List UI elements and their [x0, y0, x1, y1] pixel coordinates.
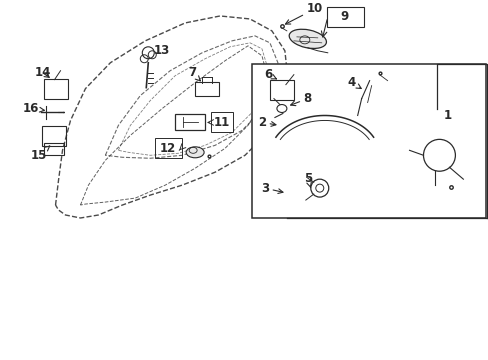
Text: 3: 3 — [260, 182, 283, 195]
Text: 13: 13 — [154, 44, 170, 57]
Text: 1: 1 — [443, 109, 450, 122]
Text: 11: 11 — [214, 116, 230, 129]
Text: 5: 5 — [303, 172, 311, 188]
Text: 4: 4 — [347, 76, 361, 89]
Text: 7: 7 — [188, 66, 200, 81]
Text: 14: 14 — [34, 66, 51, 79]
FancyArrowPatch shape — [58, 112, 64, 113]
Text: 10: 10 — [285, 3, 322, 24]
Text: 8: 8 — [290, 92, 311, 105]
Ellipse shape — [186, 147, 203, 158]
Bar — [251, 64, 486, 218]
Text: 2: 2 — [257, 116, 275, 129]
Text: 15: 15 — [30, 146, 50, 162]
Text: 12: 12 — [160, 142, 176, 155]
Text: 16: 16 — [22, 102, 44, 115]
Text: 9: 9 — [340, 10, 348, 23]
Text: 6: 6 — [263, 68, 276, 81]
Ellipse shape — [288, 29, 326, 49]
